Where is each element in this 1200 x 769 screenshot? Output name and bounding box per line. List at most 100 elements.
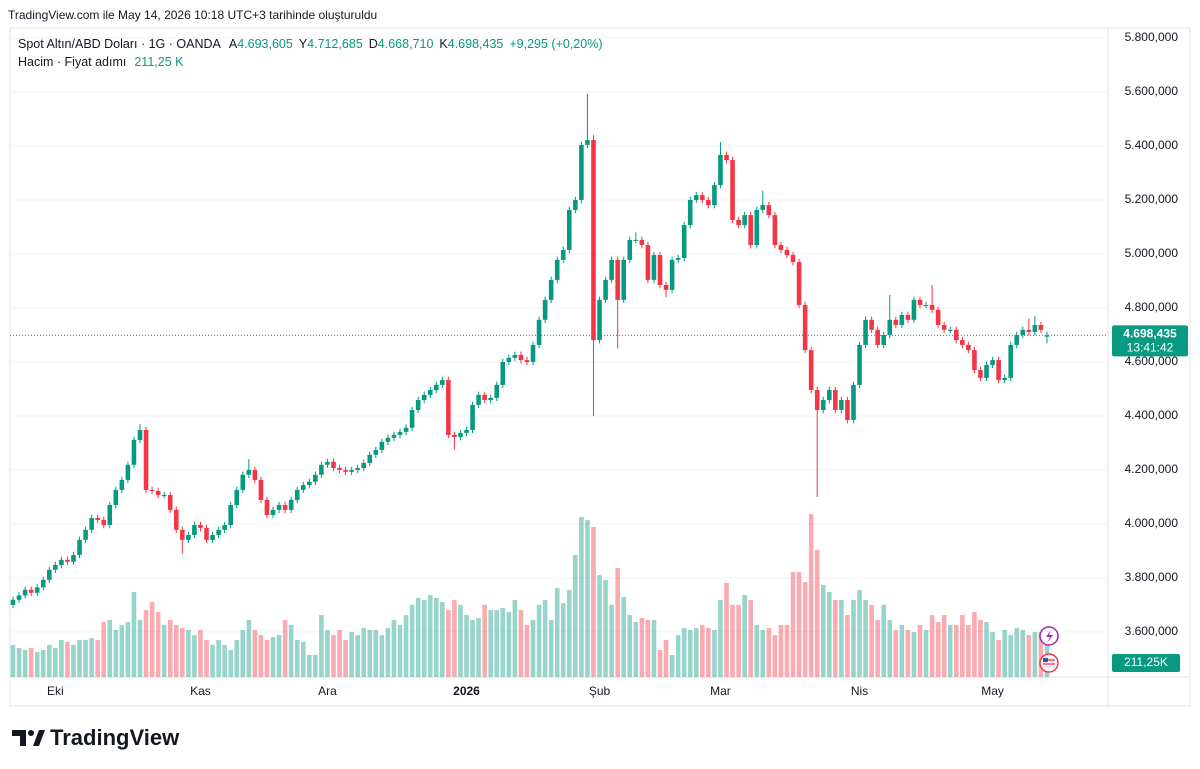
- volume-bar: [996, 640, 1001, 677]
- candle-body: [730, 160, 735, 220]
- candle-body: [300, 485, 306, 490]
- candle-body: [591, 140, 596, 341]
- volume-bar: [881, 604, 887, 677]
- volume-bar: [633, 622, 639, 677]
- volume-bar: [512, 600, 518, 677]
- candle-body: [845, 400, 850, 420]
- volume-bar: [911, 632, 917, 677]
- volume-bar: [947, 625, 953, 677]
- candle-body: [113, 489, 119, 506]
- y-tick-label: 5.600,000: [1125, 84, 1179, 98]
- candle-body: [446, 380, 451, 435]
- candle-body: [615, 259, 620, 300]
- symbol-title: Spot Altın/ABD Doları · 1G · OANDA: [18, 37, 222, 51]
- volume-bar: [83, 640, 88, 677]
- candle-body: [83, 529, 88, 540]
- ohlc-key: A: [229, 37, 238, 51]
- volume-bar: [258, 635, 264, 677]
- volume-bar: [464, 615, 469, 677]
- volume-bar: [778, 625, 784, 677]
- candle-body: [899, 314, 905, 325]
- candle-body: [935, 309, 941, 325]
- volume-bar: [681, 628, 687, 677]
- volume-bar: [355, 635, 360, 677]
- candle-body: [718, 154, 723, 186]
- candle-body: [893, 319, 899, 325]
- candle-body: [373, 449, 379, 455]
- volume-bar: [560, 603, 566, 677]
- candle-body: [53, 564, 58, 570]
- candle-body: [210, 534, 215, 540]
- candle-body: [391, 434, 397, 438]
- ohlc-key: K: [439, 37, 448, 51]
- candle-body: [947, 329, 953, 331]
- candle-body: [180, 529, 185, 540]
- volume-bar: [161, 625, 167, 677]
- candle-body: [941, 324, 947, 330]
- candle-body: [355, 468, 360, 470]
- candle-body: [597, 299, 602, 341]
- candle-body: [385, 437, 391, 442]
- candle-body: [966, 344, 971, 351]
- volume-bar: [22, 650, 28, 677]
- candle-body: [264, 499, 270, 516]
- volume-bar: [331, 635, 336, 677]
- y-tick-label: 4.200,000: [1125, 462, 1179, 476]
- volume-bar: [923, 629, 929, 677]
- volume-bar: [935, 622, 941, 677]
- candle-body: [518, 354, 524, 361]
- volume-bar: [645, 619, 651, 677]
- candle-body: [258, 479, 264, 500]
- candle-body: [609, 259, 614, 280]
- volume-bar: [984, 622, 989, 677]
- candle-body: [663, 285, 669, 290]
- candle-body: [573, 199, 578, 210]
- candle-body: [851, 384, 856, 420]
- candle-body: [228, 505, 233, 526]
- volume-bar: [131, 591, 137, 677]
- volume-bar: [53, 647, 58, 677]
- ohlc-value: 4.693,605: [237, 37, 293, 51]
- volume-bar: [1020, 629, 1026, 677]
- candle-layer: [10, 93, 1050, 609]
- candle-body: [343, 469, 348, 472]
- volume-bar: [186, 629, 191, 677]
- candle-body: [814, 390, 820, 411]
- candle-body: [476, 394, 481, 405]
- candle-body: [246, 469, 252, 475]
- volume-bar: [470, 619, 475, 677]
- candle-body: [16, 595, 22, 600]
- candle-body: [59, 559, 64, 565]
- candle-body: [186, 534, 191, 540]
- volume-bar: [409, 604, 415, 677]
- candle-body: [633, 239, 639, 241]
- candle-body: [1032, 324, 1038, 332]
- volume-bar: [990, 632, 995, 677]
- volume-bar: [506, 612, 512, 677]
- candle-body: [996, 360, 1001, 381]
- volume-bar: [40, 650, 46, 677]
- candle-body: [131, 439, 137, 465]
- candle-body: [71, 554, 76, 562]
- y-tick-label: 3.800,000: [1125, 570, 1179, 584]
- volume-bar: [216, 640, 221, 677]
- candle-body: [167, 495, 173, 510]
- candle-body: [137, 429, 143, 440]
- volume-bar: [893, 629, 899, 677]
- candle-body: [22, 589, 28, 596]
- candle-body: [651, 255, 657, 280]
- volume-bar: [173, 625, 179, 677]
- volume-bar: [1014, 628, 1020, 677]
- candle-body: [875, 329, 880, 345]
- volume-bar: [446, 610, 451, 677]
- volume-bar: [282, 619, 288, 677]
- volume-bar: [766, 628, 772, 677]
- candle-body: [40, 579, 46, 588]
- volume-bar: [972, 612, 977, 677]
- candle-body: [65, 559, 70, 562]
- candle-body: [464, 429, 469, 433]
- volume-bar: [107, 619, 113, 677]
- candle-body: [712, 185, 717, 206]
- volume-bar: [252, 629, 258, 677]
